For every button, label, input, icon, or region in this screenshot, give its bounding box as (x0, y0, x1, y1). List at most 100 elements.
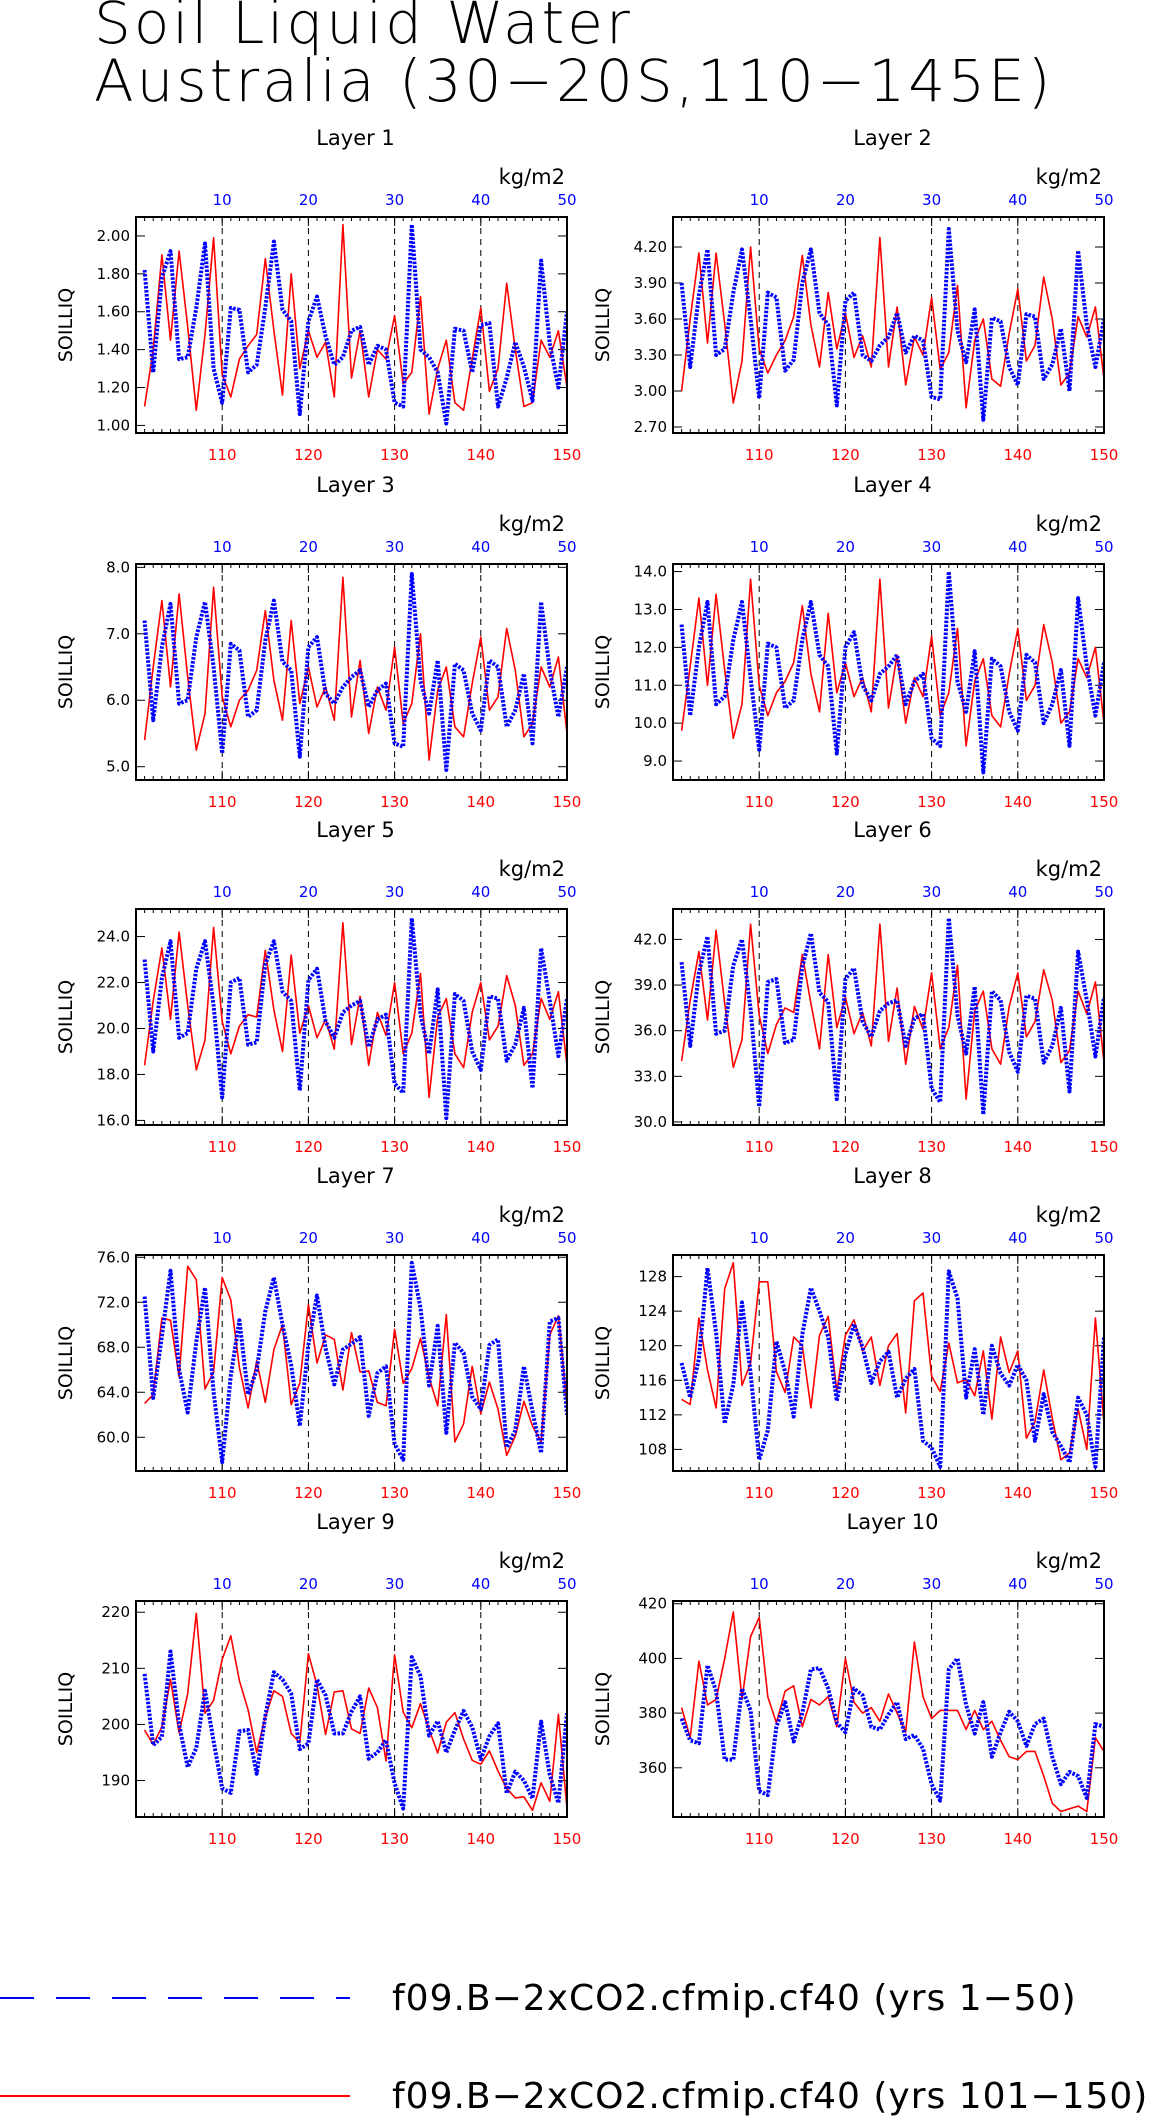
plot-frame (672, 1254, 1105, 1472)
bottom-tick-label: 110 (745, 1138, 774, 1156)
top-axis-label: kg/m2 (499, 857, 565, 881)
y-tick-label: 128 (638, 1268, 667, 1286)
top-axis-label: kg/m2 (1036, 857, 1102, 881)
title-line-2: Australia (30−20S,110−145E) (94, 47, 1054, 115)
y-tick-label: 2.70 (634, 418, 667, 436)
y-tick-label: 12.0 (634, 638, 667, 656)
top-tick-label: 40 (1008, 1229, 1027, 1247)
top-tick-label: 10 (750, 1229, 769, 1247)
panel-title: Layer 9 (316, 1510, 395, 1534)
y-tick-label: 72.0 (97, 1293, 130, 1311)
y-tick-label: 380 (638, 1704, 667, 1722)
bottom-tick-label: 110 (745, 446, 774, 464)
series-line-blue (142, 1649, 567, 1811)
series-line-red (680, 1611, 1104, 1813)
top-tick-label: 20 (299, 1575, 318, 1593)
y-tick-label: 22.0 (97, 974, 130, 992)
bottom-tick-label: 150 (553, 1830, 582, 1848)
y-axis-label: SOILLIQ (592, 635, 614, 709)
y-tick-label: 76.0 (97, 1248, 130, 1266)
y-tick-label: 39.0 (634, 976, 667, 994)
bottom-tick-label: 120 (294, 1138, 323, 1156)
series-line-red (143, 921, 567, 1099)
top-tick-label: 50 (557, 191, 576, 209)
series-line-blue (142, 222, 567, 426)
plot-frame (135, 908, 568, 1126)
top-tick-label: 10 (213, 191, 232, 209)
bottom-tick-label: 140 (466, 1484, 495, 1502)
top-tick-label: 40 (471, 1575, 490, 1593)
y-tick-label: 18.0 (97, 1065, 130, 1083)
top-tick-label: 20 (836, 191, 855, 209)
bottom-tick-label: 140 (1003, 446, 1032, 464)
panel-title: Layer 1 (316, 126, 395, 150)
bottom-tick-label: 130 (917, 1138, 946, 1156)
top-tick-label: 30 (385, 1229, 404, 1247)
series-line-blue (679, 1656, 1104, 1803)
plot-frame (135, 216, 568, 434)
panel-9: Layer 9 kg/m2 10 20 30 40 50 110 120 130 140 150 190… (55, 1510, 581, 1848)
y-tick-label: 11.0 (634, 676, 667, 694)
top-tick-label: 40 (471, 883, 490, 901)
bottom-tick-label: 150 (553, 1138, 582, 1156)
panel-6: Layer 6 kg/m2 10 20 30 40 50 110 120 130 140 150 30.… (592, 818, 1118, 1156)
y-tick-label: 1.80 (97, 265, 130, 283)
top-tick-label: 50 (557, 538, 576, 556)
y-tick-label: 60.0 (97, 1428, 130, 1446)
y-tick-label: 42.0 (634, 930, 667, 948)
y-tick-label: 33.0 (634, 1067, 667, 1085)
plot-frame (672, 216, 1105, 434)
y-tick-label: 2.00 (97, 227, 130, 245)
top-axis-label: kg/m2 (1036, 1203, 1102, 1227)
y-tick-label: 220 (101, 1603, 130, 1621)
top-tick-label: 10 (750, 538, 769, 556)
y-tick-label: 68.0 (97, 1338, 130, 1356)
y-tick-label: 3.60 (634, 310, 667, 328)
series-line-red (681, 1262, 1104, 1461)
y-tick-label: 16.0 (97, 1111, 130, 1129)
panel-title: Layer 2 (853, 126, 932, 150)
bottom-tick-label: 150 (1090, 1830, 1119, 1848)
top-tick-label: 50 (1094, 191, 1113, 209)
plot-frame (672, 908, 1105, 1126)
bottom-tick-label: 140 (466, 446, 495, 464)
y-tick-label: 1.20 (97, 379, 130, 397)
bottom-tick-label: 130 (380, 1138, 409, 1156)
bottom-tick-label: 110 (745, 1830, 774, 1848)
y-tick-label: 3.90 (634, 274, 667, 292)
bottom-tick-label: 120 (831, 446, 860, 464)
bottom-tick-label: 150 (553, 1484, 582, 1502)
top-tick-label: 40 (1008, 1575, 1027, 1593)
panel-title: Layer 5 (316, 818, 395, 842)
y-tick-label: 108 (638, 1440, 667, 1458)
legend-label: f09.B−2xCO2.cfmip.cf40 (yrs 1−50) (392, 1978, 1077, 2019)
top-tick-label: 30 (922, 538, 941, 556)
top-tick-label: 20 (299, 1229, 318, 1247)
top-tick-label: 30 (922, 883, 941, 901)
bottom-tick-label: 110 (208, 1484, 237, 1502)
bottom-tick-label: 110 (208, 1830, 237, 1848)
y-tick-label: 1.60 (97, 303, 130, 321)
top-axis-label: kg/m2 (499, 512, 565, 536)
top-tick-label: 20 (836, 1575, 855, 1593)
top-axis-label: kg/m2 (499, 1203, 565, 1227)
y-tick-label: 112 (638, 1406, 667, 1424)
top-tick-label: 50 (1094, 538, 1113, 556)
y-tick-label: 4.20 (634, 238, 667, 256)
bottom-tick-label: 130 (917, 446, 946, 464)
y-tick-label: 30.0 (634, 1113, 667, 1131)
series-line-blue (679, 1266, 1104, 1469)
top-tick-label: 10 (213, 1575, 232, 1593)
series-line-blue (142, 572, 567, 772)
top-tick-label: 30 (922, 191, 941, 209)
top-axis-label: kg/m2 (1036, 1549, 1102, 1573)
bottom-tick-label: 140 (1003, 793, 1032, 811)
panel-title: Layer 3 (316, 473, 395, 497)
top-tick-label: 40 (471, 1229, 490, 1247)
top-tick-label: 30 (922, 1229, 941, 1247)
y-axis-label: SOILLIQ (55, 980, 77, 1054)
y-tick-label: 1.00 (97, 416, 130, 434)
bottom-tick-label: 120 (831, 1138, 860, 1156)
title-line-1: Soil Liquid Water (94, 0, 633, 57)
